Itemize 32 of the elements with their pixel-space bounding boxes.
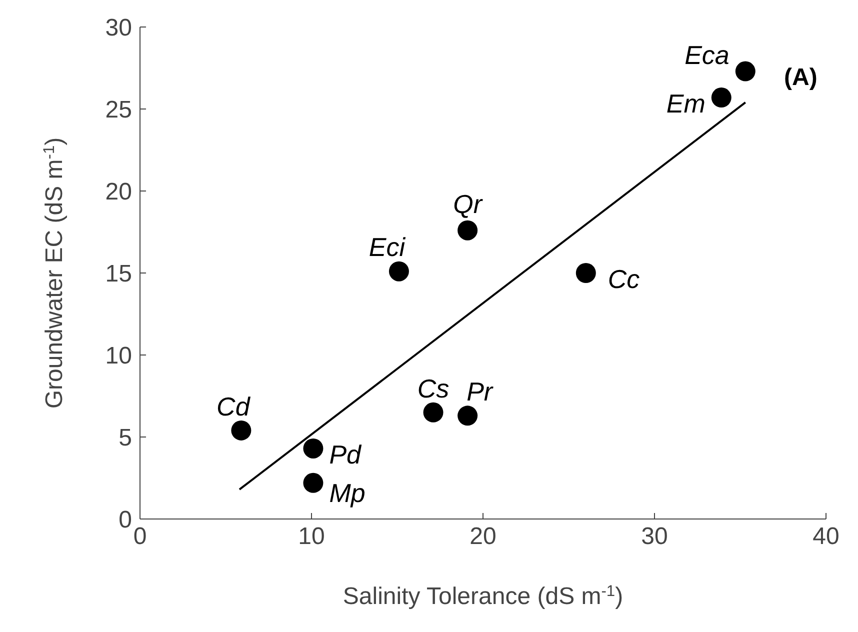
annotation: (A) [784, 64, 818, 92]
annotation: Cc [608, 264, 640, 294]
point [711, 88, 732, 108]
point [303, 472, 324, 493]
annotation: Cd [216, 391, 252, 422]
point [576, 263, 596, 283]
x-tick-label: 30 [641, 523, 668, 550]
point [231, 420, 252, 440]
point [458, 406, 478, 426]
annotation: Pr [466, 376, 494, 407]
point [303, 438, 324, 458]
x-tick-label: 20 [470, 523, 496, 550]
y-tick-label: 5 [118, 424, 132, 452]
point [423, 402, 444, 422]
x-axis-title: Salinity Tolerance (dS m$^{-1}$) [342, 582, 624, 610]
y-tick-label: 15 [105, 260, 132, 288]
y-tick-label: 30 [105, 14, 132, 42]
point [458, 220, 478, 240]
annotation: Pd [329, 439, 363, 470]
annotation: Em [666, 88, 706, 118]
point [735, 61, 756, 82]
y-tick-label: 20 [105, 178, 132, 206]
annotation: Mp [329, 478, 366, 508]
annotation: Qr [453, 189, 484, 220]
annotation: Eca [684, 40, 730, 70]
y-tick-label: 10 [105, 342, 132, 370]
x-tick-label: 40 [812, 523, 840, 550]
annotation: Cs [417, 373, 450, 404]
annotation: Eci [368, 232, 406, 262]
x-tick-label: 10 [298, 523, 325, 550]
y-tick-label: 25 [105, 96, 132, 124]
point [388, 261, 409, 282]
